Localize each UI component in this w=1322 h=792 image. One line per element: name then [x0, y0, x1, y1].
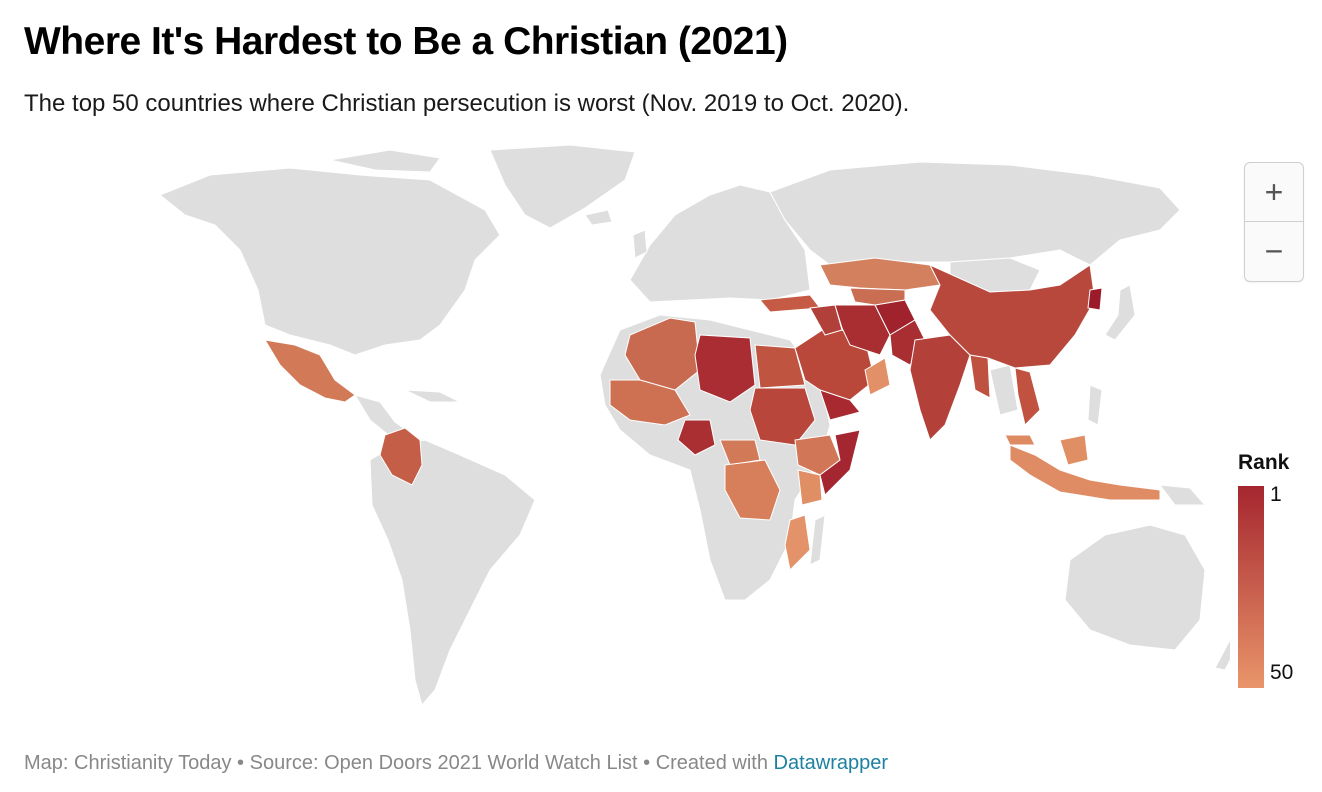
country-algeria: [624, 317, 701, 391]
footer-credits: Map: Christianity Today • Source: Open D…: [24, 752, 888, 775]
region-caribbean: [404, 389, 461, 403]
region-greenland: [489, 144, 636, 229]
country-malaysia: [1004, 434, 1036, 446]
country-china: [928, 263, 1096, 369]
region-madagascar: [809, 514, 826, 566]
country-vietnam: [1014, 367, 1041, 426]
footer-text: Map: Christianity Today • Source: Open D…: [24, 752, 774, 774]
country-uzbekistan: [849, 287, 906, 306]
country-libya: [694, 334, 756, 403]
region-iceland: [584, 209, 613, 226]
country-sudan: [749, 387, 816, 446]
country-egypt: [754, 344, 806, 389]
country-north-korea: [1087, 287, 1103, 311]
country-oman: [864, 357, 891, 396]
chart-subtitle: The top 50 countries where Christian per…: [24, 90, 910, 117]
country-mexico: [264, 339, 356, 403]
country-kenya: [797, 469, 823, 506]
region-thailand: [989, 364, 1019, 416]
region-philippines: [1087, 384, 1103, 426]
region-north-america: [159, 167, 501, 356]
zoom-in-button[interactable]: +: [1245, 163, 1303, 222]
country-iraq: [809, 304, 843, 336]
region-russia: [769, 161, 1181, 266]
country-colombia: [379, 427, 423, 486]
region-new-zealand: [1214, 639, 1230, 671]
region-australia: [1064, 524, 1206, 651]
country-mozambique: [784, 514, 811, 572]
world-map[interactable]: [130, 140, 1230, 720]
legend-min-label: 1: [1270, 483, 1282, 506]
country-india: [909, 334, 971, 441]
zoom-control: + −: [1244, 162, 1304, 282]
chart-title: Where It's Hardest to Be a Christian (20…: [24, 20, 788, 63]
legend-title: Rank: [1238, 451, 1290, 474]
country-mali: [609, 379, 691, 426]
country-yemen: [819, 389, 861, 421]
country-myanmar: [969, 354, 991, 399]
region-south-america: [369, 439, 536, 707]
country-indonesia: [1009, 444, 1161, 501]
region-europe: [629, 184, 811, 303]
country-nigeria: [677, 419, 716, 456]
country-drc: [724, 459, 781, 521]
region-arctic-islands: [329, 149, 441, 173]
country-borneo: [1059, 434, 1089, 466]
region-png: [1158, 484, 1207, 506]
country-car: [719, 439, 761, 466]
legend-gradient-bar: [1238, 486, 1264, 688]
zoom-out-button[interactable]: −: [1264, 233, 1284, 269]
country-somalia: [819, 429, 861, 496]
region-uk: [632, 229, 648, 259]
country-kazakhstan: [819, 257, 941, 291]
datawrapper-link[interactable]: Datawrapper: [773, 752, 889, 774]
region-japan: [1104, 284, 1136, 341]
legend-max-label: 50: [1270, 661, 1294, 684]
